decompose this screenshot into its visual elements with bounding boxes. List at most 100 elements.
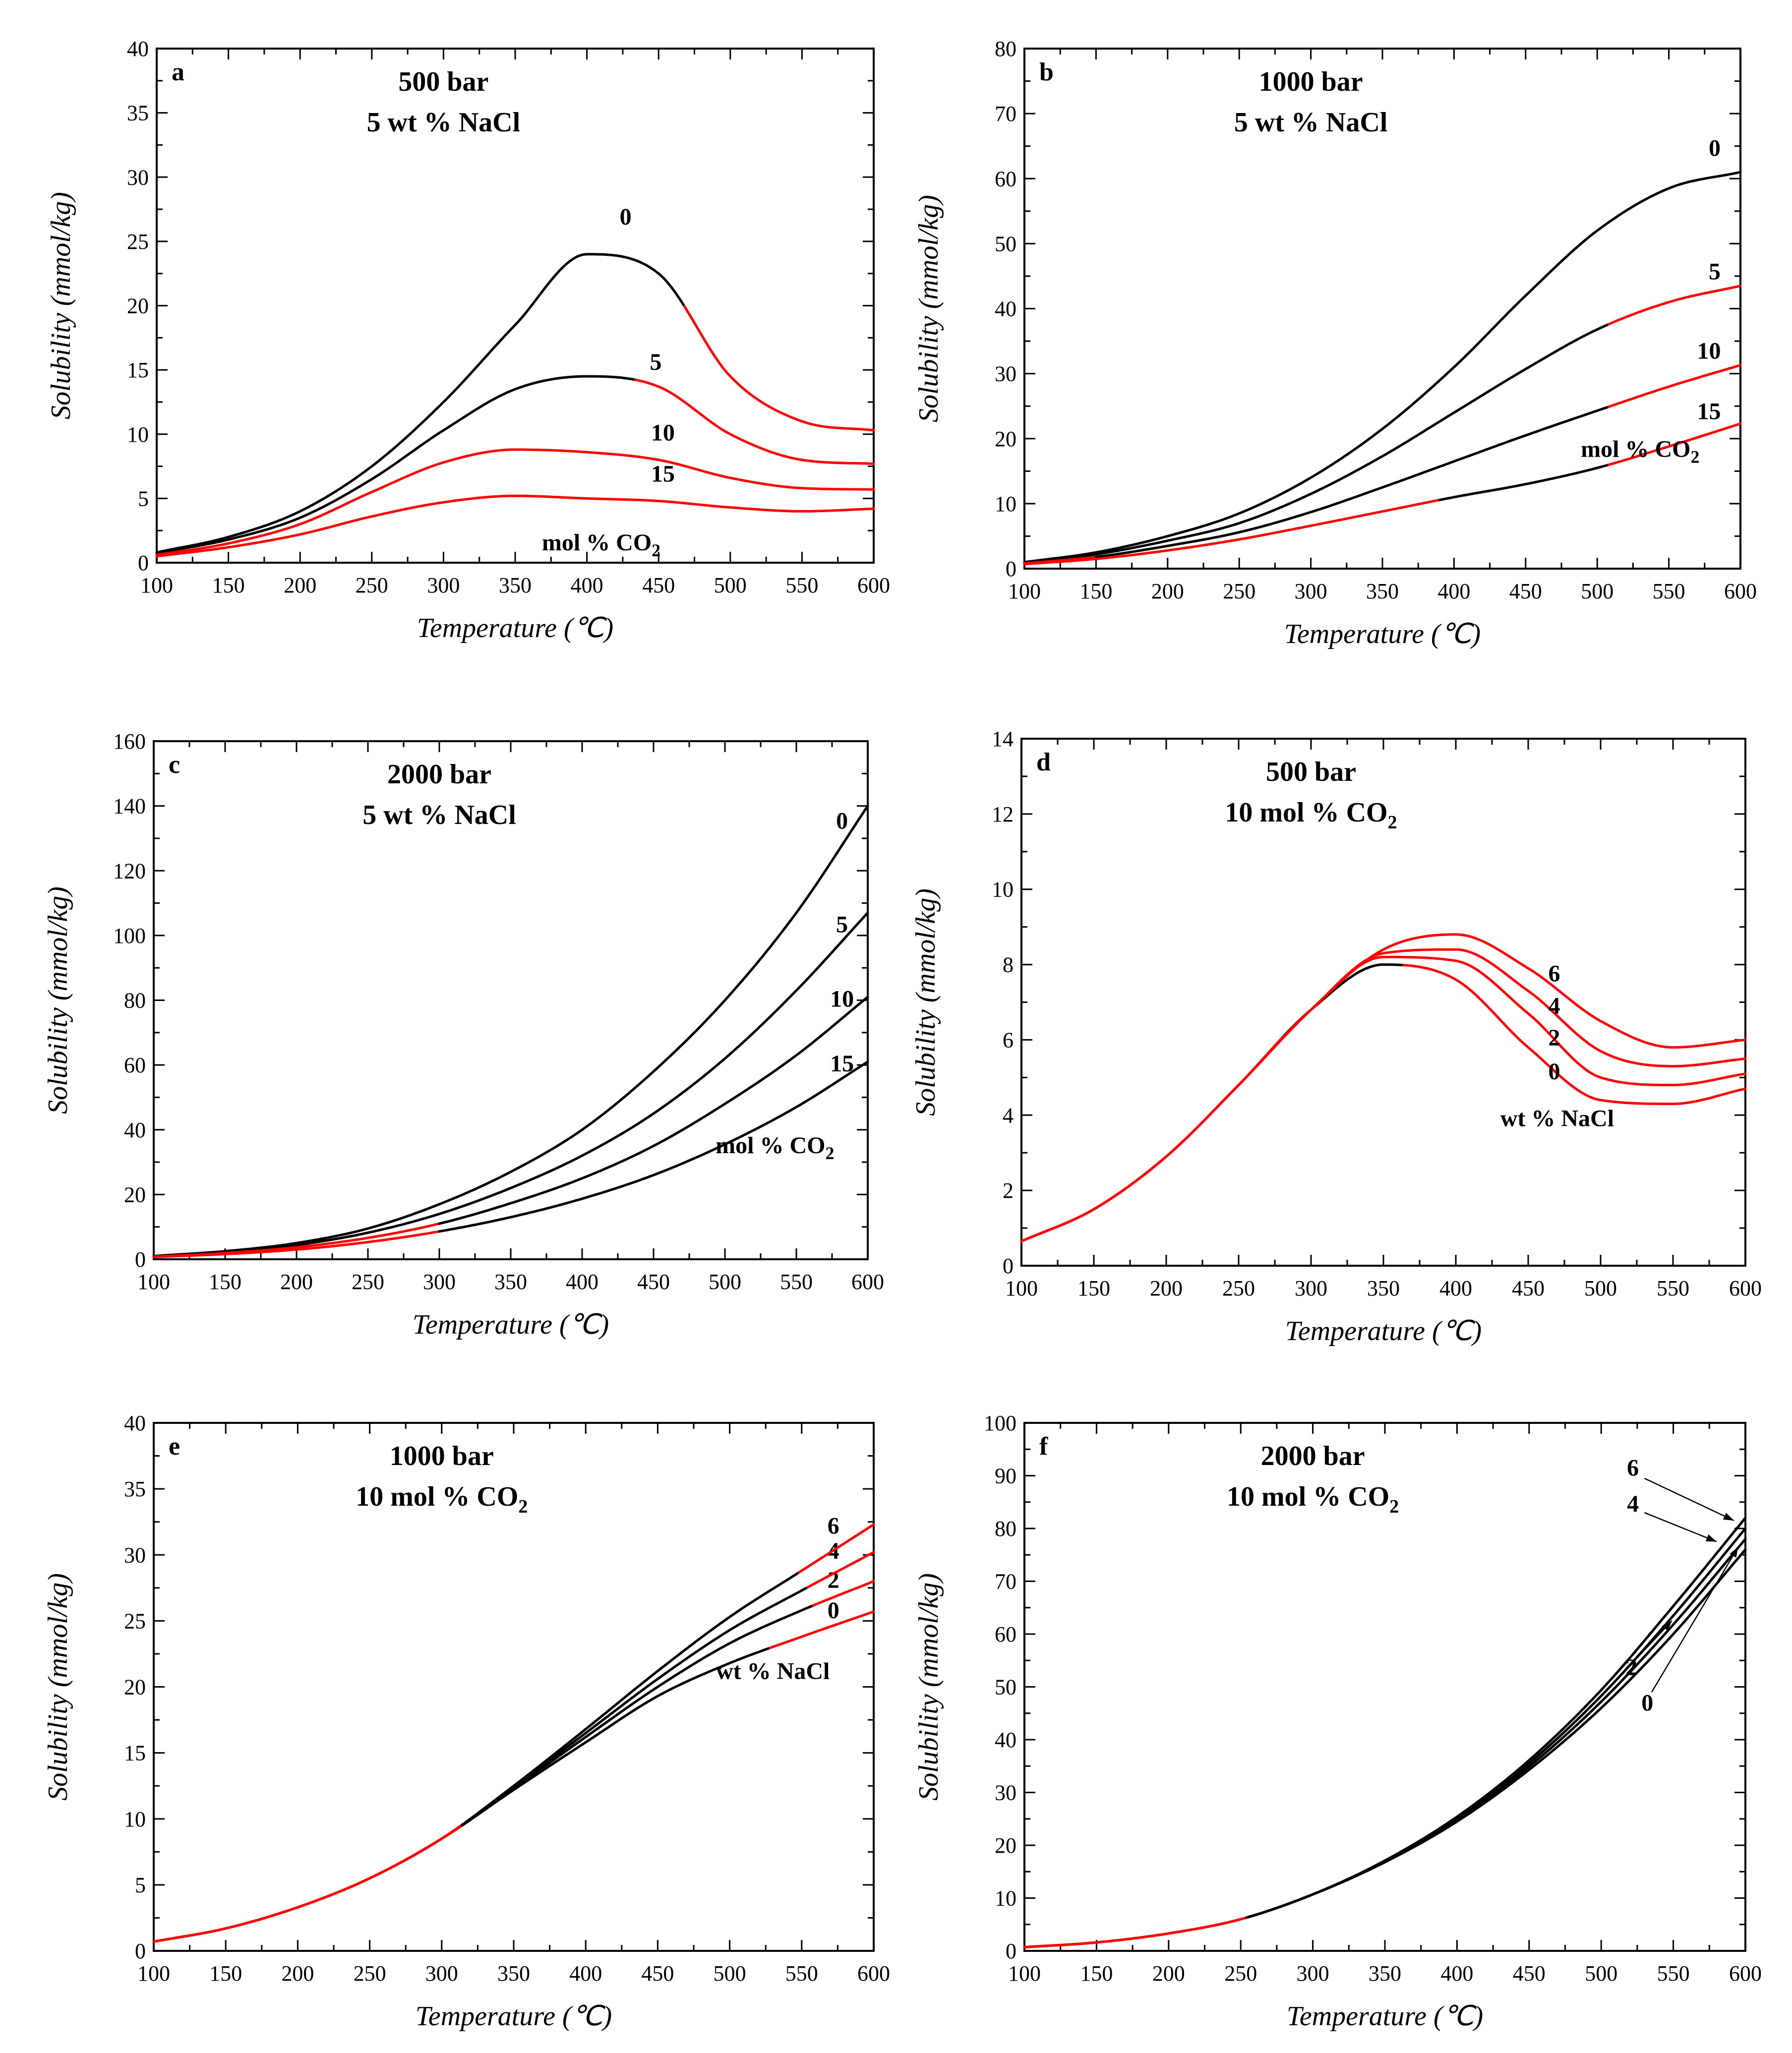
series-line-6-black <box>1245 1517 1747 1919</box>
y-tick-label: 25 <box>127 230 149 254</box>
x-tick-label: 150 <box>212 573 245 597</box>
chart-panel-e: 100 150 200 250 300 350 400 450 500 550 6000510152… <box>43 1411 890 2032</box>
y-tick-label: 15 <box>124 1741 146 1765</box>
panel-title-line: 5 wt % NaCl <box>362 800 516 830</box>
series-line-6-red <box>152 1823 463 1943</box>
y-tick-label: 10 <box>995 1886 1016 1911</box>
series-line-2-red <box>1020 955 1747 1243</box>
x-tick-label: 250 <box>354 1961 386 1986</box>
y-tick-label: 10 <box>995 492 1016 516</box>
x-tick-label: 150 <box>1079 579 1112 603</box>
x-tick-label: 300 <box>1297 1961 1329 1986</box>
y-tick-label: 70 <box>995 102 1016 126</box>
y-tick-label: 0 <box>1006 557 1016 581</box>
x-tick-label: 400 <box>566 1270 598 1294</box>
y-tick-label: 0 <box>1006 1939 1016 1963</box>
y-tick-label: 120 <box>113 859 146 883</box>
x-tick-label: 250 <box>1223 579 1255 603</box>
curve-label: 10 <box>830 986 854 1012</box>
x-tick-label: 250 <box>352 1270 384 1294</box>
x-tick-label: 550 <box>1657 1961 1690 1986</box>
y-tick-label: 20 <box>995 427 1016 451</box>
x-tick-label: 600 <box>857 573 890 597</box>
curve-label: 10 <box>651 420 675 446</box>
x-tick-label: 200 <box>1152 1961 1185 1986</box>
curve-label: 0 <box>620 204 632 230</box>
series-line-2-red <box>812 1580 875 1607</box>
x-tick-label: 150 <box>1080 1961 1113 1986</box>
x-tick-label: 400 <box>1437 579 1470 603</box>
series-line-2-red <box>152 1824 463 1943</box>
x-tick-label: 150 <box>209 1270 241 1294</box>
series-line-2-black <box>1245 1537 1747 1919</box>
series-line-0-red <box>769 1610 875 1649</box>
x-tick-label: 350 <box>499 573 532 597</box>
curve-label: 5 <box>836 911 848 938</box>
series-line-5-black <box>155 375 637 555</box>
y-tick-label: 90 <box>995 1464 1016 1488</box>
x-tick-label: 450 <box>1512 1276 1545 1300</box>
series-line-0-black <box>152 805 869 1257</box>
x-tick-label: 350 <box>1367 1276 1400 1300</box>
x-tick-label: 200 <box>284 573 316 597</box>
x-tick-label: 200 <box>1151 579 1184 603</box>
x-tick-label: 600 <box>1729 1961 1762 1986</box>
x-tick-label: 500 <box>714 1961 746 1986</box>
series-line-5-red <box>1607 285 1742 326</box>
y-tick-label: 50 <box>995 1675 1016 1700</box>
x-tick-label: 400 <box>1439 1276 1472 1300</box>
y-tick-label: 5 <box>135 1873 146 1897</box>
panel-letter: a <box>172 58 184 86</box>
legend-unit-label: mol % CO2 <box>716 1132 834 1163</box>
y-tick-label: 80 <box>995 37 1016 61</box>
series-line-5-black <box>1023 323 1610 564</box>
series-line-10-red <box>155 448 875 556</box>
y-tick-label: 140 <box>113 794 146 819</box>
y-tick-label: 10 <box>992 878 1014 902</box>
y-axis-title: Solubility (mmol/kg) <box>913 1573 944 1801</box>
panel-letter: e <box>169 1432 180 1461</box>
series-line-15-black <box>1438 464 1610 501</box>
y-tick-label: 20 <box>124 1675 146 1700</box>
x-tick-label: 550 <box>1657 1276 1689 1300</box>
y-tick-label: 25 <box>124 1609 146 1633</box>
y-tick-label: 40 <box>124 1411 146 1435</box>
series-line-4-red <box>806 1551 875 1589</box>
curve-label: 10 <box>1697 338 1721 364</box>
x-axis-title: Temperature (℃) <box>1285 1316 1482 1347</box>
y-tick-label: 30 <box>124 1543 146 1567</box>
y-tick-label: 160 <box>113 729 146 754</box>
y-tick-label: 70 <box>995 1570 1016 1594</box>
series-line-5-red <box>634 378 875 465</box>
series-line-6-red <box>1023 1916 1248 1948</box>
panel-title-line: 2000 bar <box>387 759 491 790</box>
curve-label: 0 <box>1641 1690 1653 1716</box>
x-tick-label: 400 <box>571 573 603 597</box>
chart-panel-c: 100 150 200 250 300 350 400 450 500 550 6000204060… <box>43 729 884 1340</box>
y-tick-label: 5 <box>138 486 149 511</box>
x-tick-label: 600 <box>851 1270 884 1294</box>
curve-label: 15 <box>1697 398 1721 424</box>
x-axis-title: Temperature (℃) <box>417 613 613 644</box>
x-tick-label: 350 <box>497 1961 530 1986</box>
curve-label: 5 <box>650 349 661 375</box>
x-tick-label: 250 <box>1222 1276 1255 1300</box>
x-tick-label: 500 <box>1584 1276 1617 1300</box>
y-tick-label: 6 <box>1003 1028 1014 1052</box>
x-tick-label: 450 <box>1513 1961 1546 1986</box>
x-tick-label: 200 <box>280 1270 313 1294</box>
x-tick-label: 200 <box>1150 1276 1183 1300</box>
chart-panel-f: 100 150 200 250 300 350 400 450 500 550 6000102030… <box>913 1411 1762 2032</box>
series-line-5-black <box>152 911 869 1258</box>
panel-title-line: 10 mol % CO2 <box>356 1481 528 1517</box>
panel-title-line: 1000 bar <box>390 1441 494 1471</box>
panel-title-line: 10 mol % CO2 <box>1225 797 1397 833</box>
x-tick-label: 300 <box>423 1270 456 1294</box>
series-line-10-black <box>438 996 869 1225</box>
series-line-10-red <box>1607 364 1742 408</box>
leader-line <box>1644 1512 1717 1542</box>
x-tick-label: 500 <box>709 1270 741 1294</box>
series-line-2-red <box>1023 1916 1248 1948</box>
y-axis-title: Solubility (mmol/kg) <box>43 886 73 1114</box>
leader-arrowhead <box>1662 1621 1672 1631</box>
